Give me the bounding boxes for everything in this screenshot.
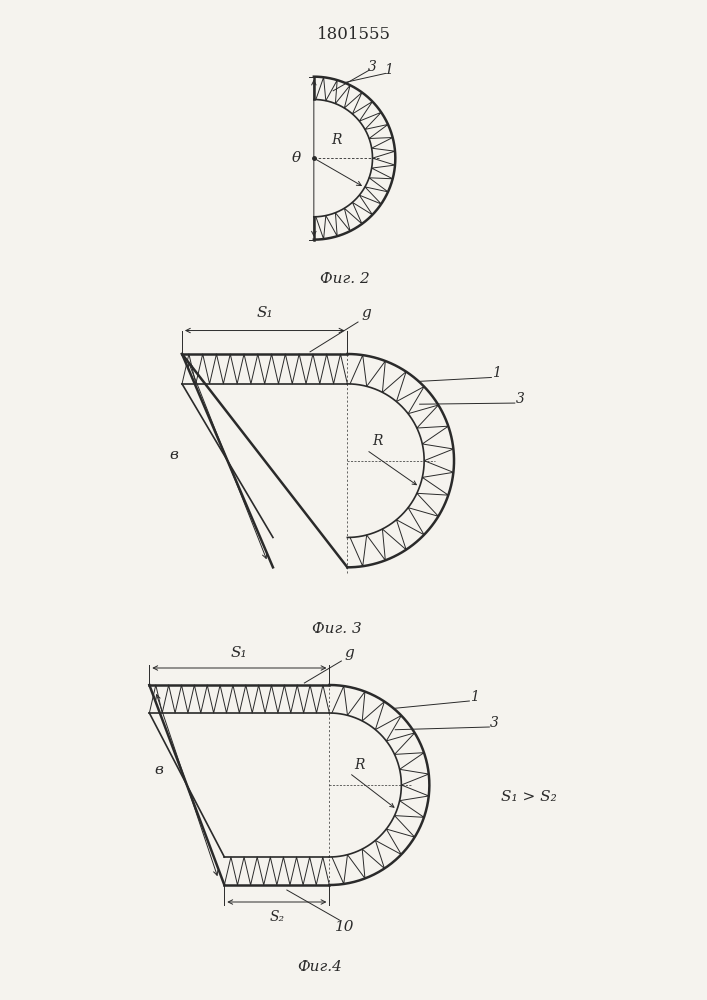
Text: 1801555: 1801555 — [317, 26, 390, 43]
Text: θ: θ — [291, 151, 300, 165]
Text: 1: 1 — [470, 690, 479, 704]
Text: S₁: S₁ — [231, 646, 247, 660]
Text: в: в — [170, 448, 179, 462]
Text: S₁ > S₂: S₁ > S₂ — [501, 790, 557, 804]
Text: S₁: S₁ — [257, 306, 273, 320]
Text: 1: 1 — [385, 63, 393, 77]
Text: Фиг. 2: Фиг. 2 — [320, 272, 370, 286]
Text: R: R — [354, 758, 365, 772]
Text: R: R — [372, 434, 382, 448]
Text: 1: 1 — [492, 366, 501, 380]
Text: 10: 10 — [334, 920, 354, 934]
Text: g: g — [362, 306, 371, 320]
Text: в: в — [154, 763, 163, 777]
Text: Фиг.4: Фиг.4 — [297, 960, 341, 974]
Text: 3: 3 — [490, 716, 499, 730]
Text: S₂: S₂ — [269, 910, 284, 924]
Text: Фиг. 3: Фиг. 3 — [312, 622, 361, 636]
Text: g: g — [344, 646, 354, 660]
Text: R: R — [332, 133, 342, 147]
Text: 3: 3 — [515, 392, 525, 406]
Text: 3: 3 — [368, 60, 377, 74]
